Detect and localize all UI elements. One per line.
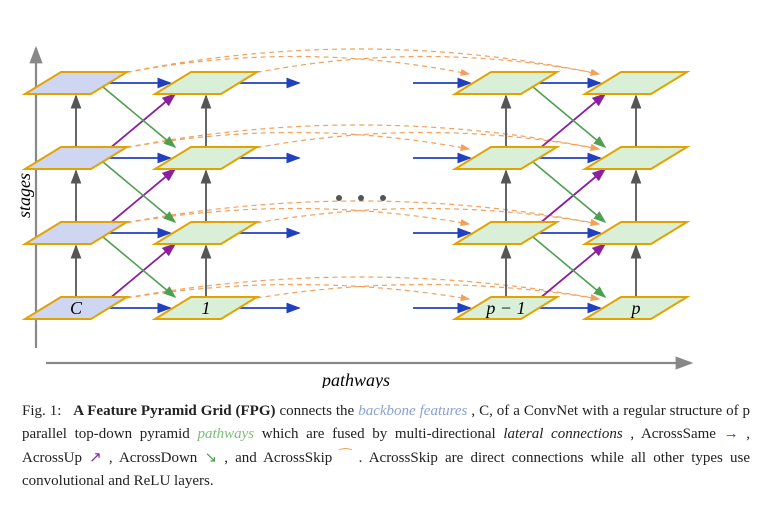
backbone-term: backbone features [358, 403, 467, 419]
fig-label: Fig. 1: [22, 403, 61, 419]
list-up-icon: ↗ [89, 450, 102, 466]
list-down-icon: ↘ [204, 450, 217, 466]
figure-caption: Fig. 1: A Feature Pyramid Grid (FPG) con… [12, 400, 760, 493]
svg-text:pathways: pathways [320, 370, 390, 388]
svg-text:stages: stages [16, 173, 34, 218]
pathways-term: pathways [197, 426, 254, 442]
svg-text:C: C [70, 298, 83, 318]
list-c: , AcrossDown [109, 450, 205, 466]
fpg-diagram: stages pathways C 1 p − 1 p [16, 18, 756, 388]
svg-text:1: 1 [202, 298, 211, 318]
list-a: , AcrossSame [630, 426, 723, 442]
lateral-term: lateral connections [503, 426, 622, 442]
caption-text-a: connects the [279, 403, 358, 419]
list-skip-icon: ⁀ [339, 450, 351, 466]
fig-title: A Feature Pyramid Grid (FPG) [73, 403, 275, 419]
svg-text:p: p [630, 298, 641, 318]
svg-text:p − 1: p − 1 [484, 298, 525, 318]
caption-text-c: which are fused by multi-directional [262, 426, 504, 442]
list-d: , and AcrossSkip [224, 450, 339, 466]
list-same-icon: → [724, 426, 739, 442]
